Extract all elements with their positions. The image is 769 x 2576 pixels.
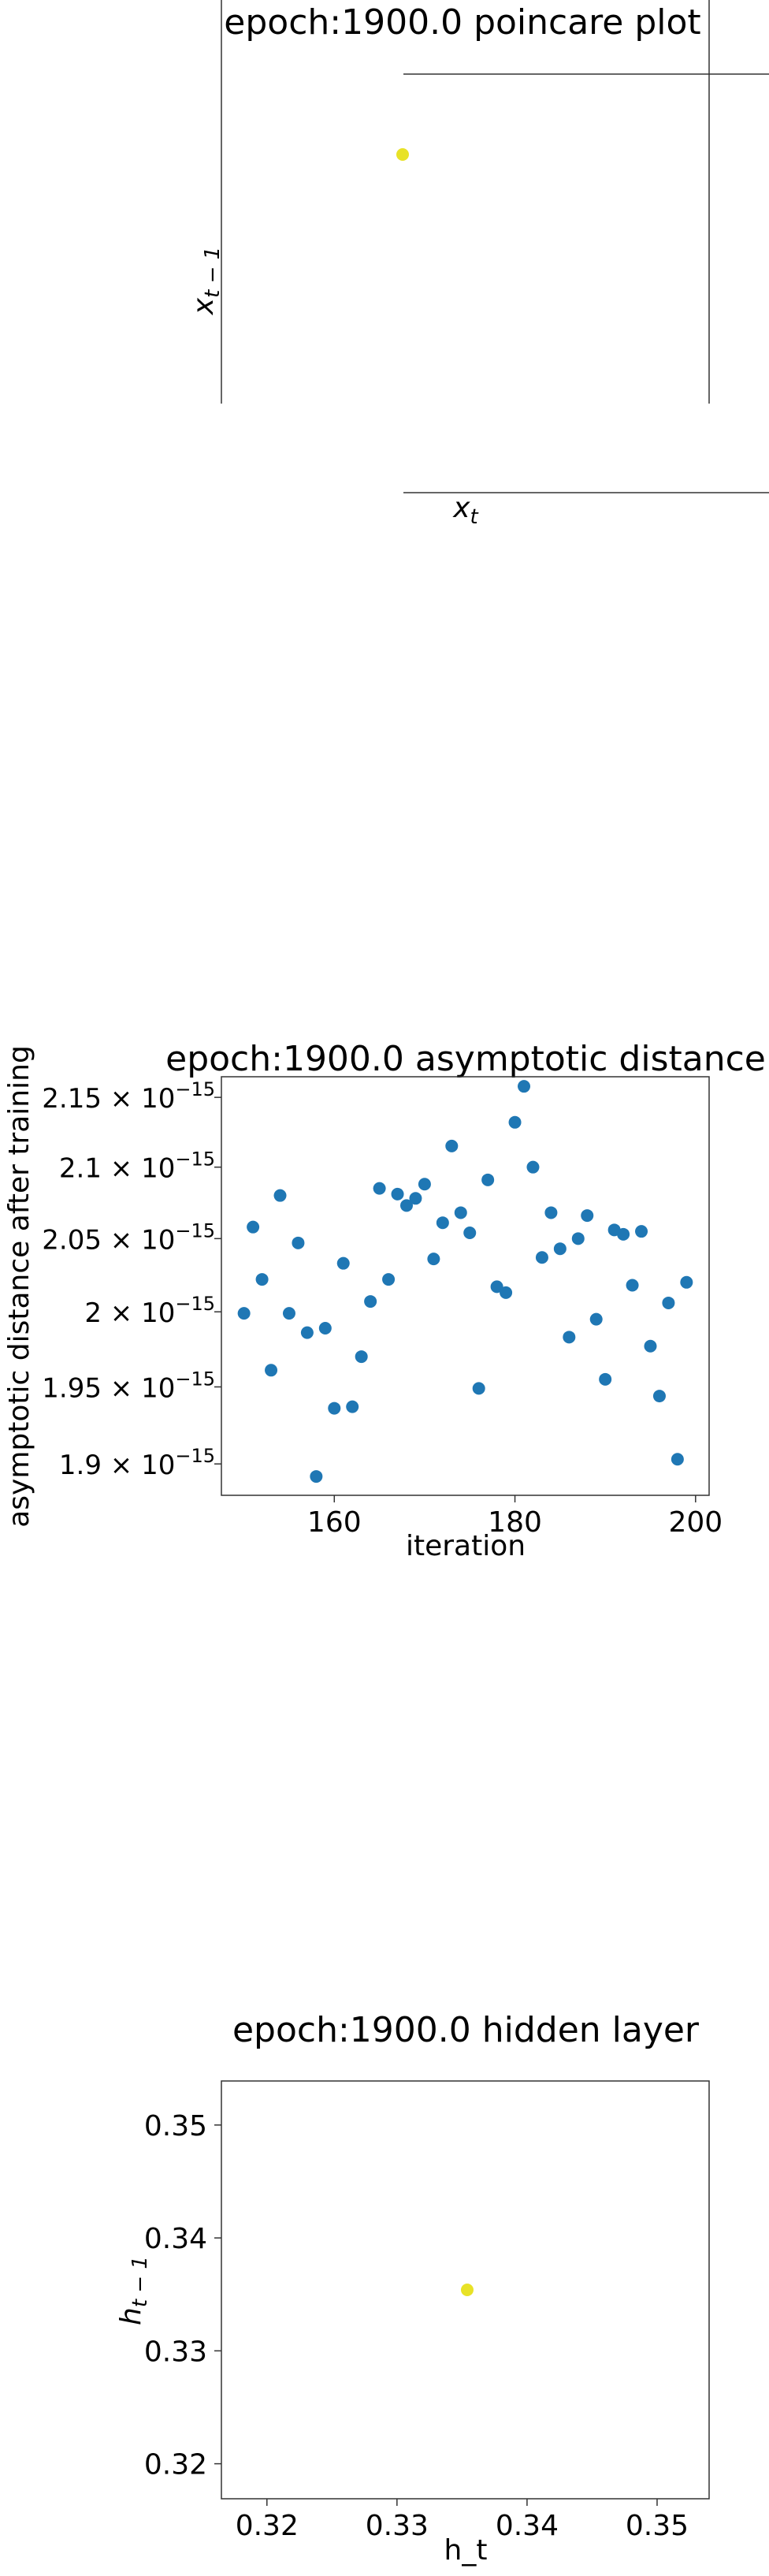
asymptotic-point <box>589 1312 603 1326</box>
asymptotic-x-ticks: 160 180 200 <box>307 1495 723 1539</box>
asymptotic-point <box>544 1206 558 1219</box>
asymptotic-point <box>310 1470 323 1483</box>
asymptotic-point <box>518 1080 531 1093</box>
hidden-x-tick-label: 0.32 <box>236 2510 299 2542</box>
asymptotic-point <box>508 1115 522 1129</box>
asymptotic-x-tick-label: 160 <box>307 1506 362 1539</box>
asymptotic-point <box>454 1206 467 1219</box>
asymptotic-point <box>391 1187 404 1201</box>
asymptotic-y-tick-label: 2 × 10−15 <box>84 1293 215 1329</box>
asymptotic-point <box>292 1236 305 1249</box>
poincare-title: epoch:1900.0 poincare plot <box>224 2 700 43</box>
asymptotic-point <box>535 1251 548 1264</box>
asymptotic-point <box>436 1216 449 1230</box>
asymptotic-point <box>409 1192 422 1205</box>
asymptotic-point <box>382 1273 396 1286</box>
asymptotic-point <box>255 1273 269 1286</box>
asymptotic-point <box>328 1402 341 1415</box>
hidden-y-tick-label: 0.34 <box>144 2223 207 2255</box>
hidden-x-tick-label: 0.35 <box>626 2510 689 2542</box>
hidden-ylabel: ht − 1 <box>115 2256 152 2325</box>
asymptotic-point <box>399 1199 413 1212</box>
asymptotic-point <box>571 1232 585 1245</box>
hidden-plot-frame <box>221 2080 710 2500</box>
hidden-title: epoch:1900.0 hidden layer <box>232 2010 700 2050</box>
asymptotic-point <box>617 1227 630 1241</box>
asymptotic-point <box>563 1331 576 1344</box>
asymptotic-point <box>671 1453 684 1466</box>
poincare-xlabel: xt <box>452 492 478 529</box>
hidden-y-tick-label: 0.33 <box>144 2336 207 2368</box>
asymptotic-point <box>364 1295 377 1308</box>
asymptotic-distance-chart: epoch:1900.0 asymptotic distance 160 180 2… <box>3 1039 766 1562</box>
asymptotic-point <box>680 1275 693 1289</box>
asymptotic-y-tick-label: 2.15 × 10−15 <box>42 1078 215 1115</box>
asymptotic-point <box>427 1253 440 1266</box>
asymptotic-point <box>346 1400 359 1413</box>
asymptotic-point <box>318 1321 332 1335</box>
poincare-ylabel: xt − 1 <box>188 247 225 315</box>
hidden-x-ticks: 0.32 0.33 0.34 0.35 <box>236 2499 689 2542</box>
asymptotic-point <box>247 1220 260 1234</box>
asymptotic-point <box>553 1242 567 1256</box>
asymptotic-point <box>300 1326 314 1339</box>
hidden-x-tick-label: 0.33 <box>366 2510 429 2542</box>
asymptotic-points <box>237 1080 693 1483</box>
asymptotic-point <box>355 1350 368 1364</box>
asymptotic-point <box>418 1178 431 1191</box>
asymptotic-y-tick-label: 1.95 × 10−15 <box>42 1368 215 1404</box>
poincare-point <box>396 148 409 161</box>
asymptotic-point <box>662 1296 675 1309</box>
hidden-x-tick-label: 0.34 <box>496 2510 559 2542</box>
asymptotic-point <box>490 1280 503 1294</box>
asymptotic-y-tick-label: 2.1 × 10−15 <box>59 1148 215 1185</box>
asymptotic-xlabel: iteration <box>406 1530 526 1562</box>
asymptotic-y-tick-label: 2.05 × 10−15 <box>42 1219 215 1256</box>
asymptotic-point <box>282 1307 295 1320</box>
asymptotic-point <box>472 1382 485 1395</box>
asymptotic-point <box>373 1182 386 1195</box>
asymptotic-point <box>463 1226 477 1239</box>
asymptotic-y-ticks: 1.9 × 10−15 1.95 × 10−15 2 × 10−15 2.05 × 1… <box>42 1078 221 1481</box>
asymptotic-point <box>652 1390 666 1403</box>
asymptotic-point <box>237 1307 251 1320</box>
hidden-layer-chart: epoch:1900.0 hidden layer 0.32 0.33 0.34 0.… <box>115 2010 710 2567</box>
asymptotic-plot-frame <box>221 1076 710 1496</box>
asymptotic-point <box>599 1372 612 1386</box>
asymptotic-y-tick-label: 1.9 × 10−15 <box>59 1445 215 1481</box>
asymptotic-x-tick-label: 200 <box>668 1506 723 1539</box>
asymptotic-point <box>500 1286 513 1299</box>
hidden-y-tick-label: 0.35 <box>144 2110 207 2142</box>
asymptotic-point <box>265 1364 278 1377</box>
poincare-chart: epoch:1900.0 poincare plot xt xt − 1 <box>188 0 769 529</box>
asymptotic-title: epoch:1900.0 asymptotic distance <box>165 1039 766 1079</box>
asymptotic-point <box>273 1189 287 1202</box>
asymptotic-point <box>581 1209 594 1223</box>
hidden-points <box>460 2284 474 2296</box>
asymptotic-point <box>336 1256 350 1270</box>
asymptotic-point <box>626 1279 639 1292</box>
asymptotic-point <box>635 1225 648 1238</box>
hidden-y-ticks: 0.32 0.33 0.34 0.35 <box>144 2110 221 2481</box>
asymptotic-point <box>644 1339 657 1353</box>
hidden-y-tick-label: 0.32 <box>144 2449 207 2481</box>
asymptotic-point <box>445 1139 459 1152</box>
hidden-point <box>460 2284 474 2296</box>
hidden-xlabel: h_t <box>444 2534 488 2567</box>
asymptotic-point <box>526 1160 540 1174</box>
asymptotic-point <box>481 1173 495 1186</box>
asymptotic-ylabel: asymptotic distance after training <box>3 1045 35 1528</box>
asymptotic-x-tick-label: 180 <box>488 1506 542 1539</box>
